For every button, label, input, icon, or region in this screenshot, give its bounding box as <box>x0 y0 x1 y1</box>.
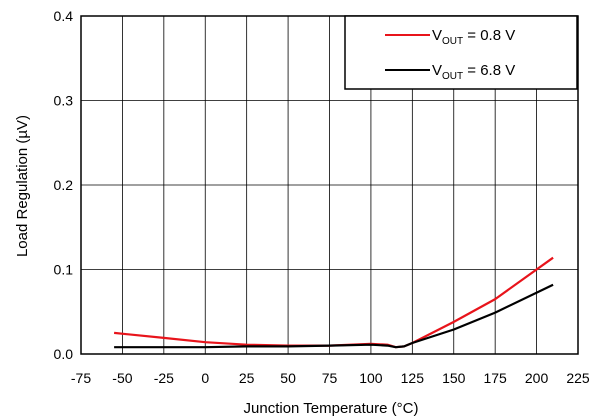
series-lines <box>113 256 554 349</box>
y-tick-label: 0.1 <box>54 262 74 278</box>
x-tick-label: -50 <box>112 370 132 386</box>
series-line-1 <box>114 283 554 349</box>
plot-frame <box>80 15 579 355</box>
y-tick-label: 0.3 <box>54 93 74 109</box>
series-line-0 <box>113 256 554 349</box>
legend-label-0p8v: VOUT = 0.8 V <box>432 27 515 47</box>
x-tick-label: 200 <box>525 370 549 386</box>
x-tick-label: 175 <box>483 370 507 386</box>
x-tick-label: 50 <box>280 370 296 386</box>
y-tick-label: 0.0 <box>54 346 74 362</box>
y-tick-label: 0.2 <box>54 177 74 193</box>
x-tick-label: 125 <box>401 370 425 386</box>
x-tick-label: 100 <box>359 370 383 386</box>
y-tick-labels: 0.0 0.1 0.2 0.3 0.4 <box>54 8 74 362</box>
legend: VOUT = 0.8 V VOUT = 6.8 V <box>344 15 578 90</box>
x-tick-label: -75 <box>71 370 91 386</box>
x-tick-label: 0 <box>201 370 209 386</box>
legend-label-6p8v: VOUT = 6.8 V <box>432 62 515 82</box>
legend-box <box>344 15 578 90</box>
x-tick-label: 25 <box>239 370 255 386</box>
x-tick-label: 150 <box>442 370 466 386</box>
y-axis-title: Load Regulation (µV) <box>14 115 31 257</box>
x-tick-label: 225 <box>566 370 590 386</box>
x-tick-label: -25 <box>154 370 174 386</box>
y-tick-label: 0.4 <box>54 8 74 24</box>
x-axis-title: Junction Temperature (°C) <box>244 400 419 417</box>
x-tick-labels: -75 -50 -25 0 25 50 75 100 125 150 175 200 225 <box>71 370 590 386</box>
x-tick-label: 75 <box>322 370 338 386</box>
